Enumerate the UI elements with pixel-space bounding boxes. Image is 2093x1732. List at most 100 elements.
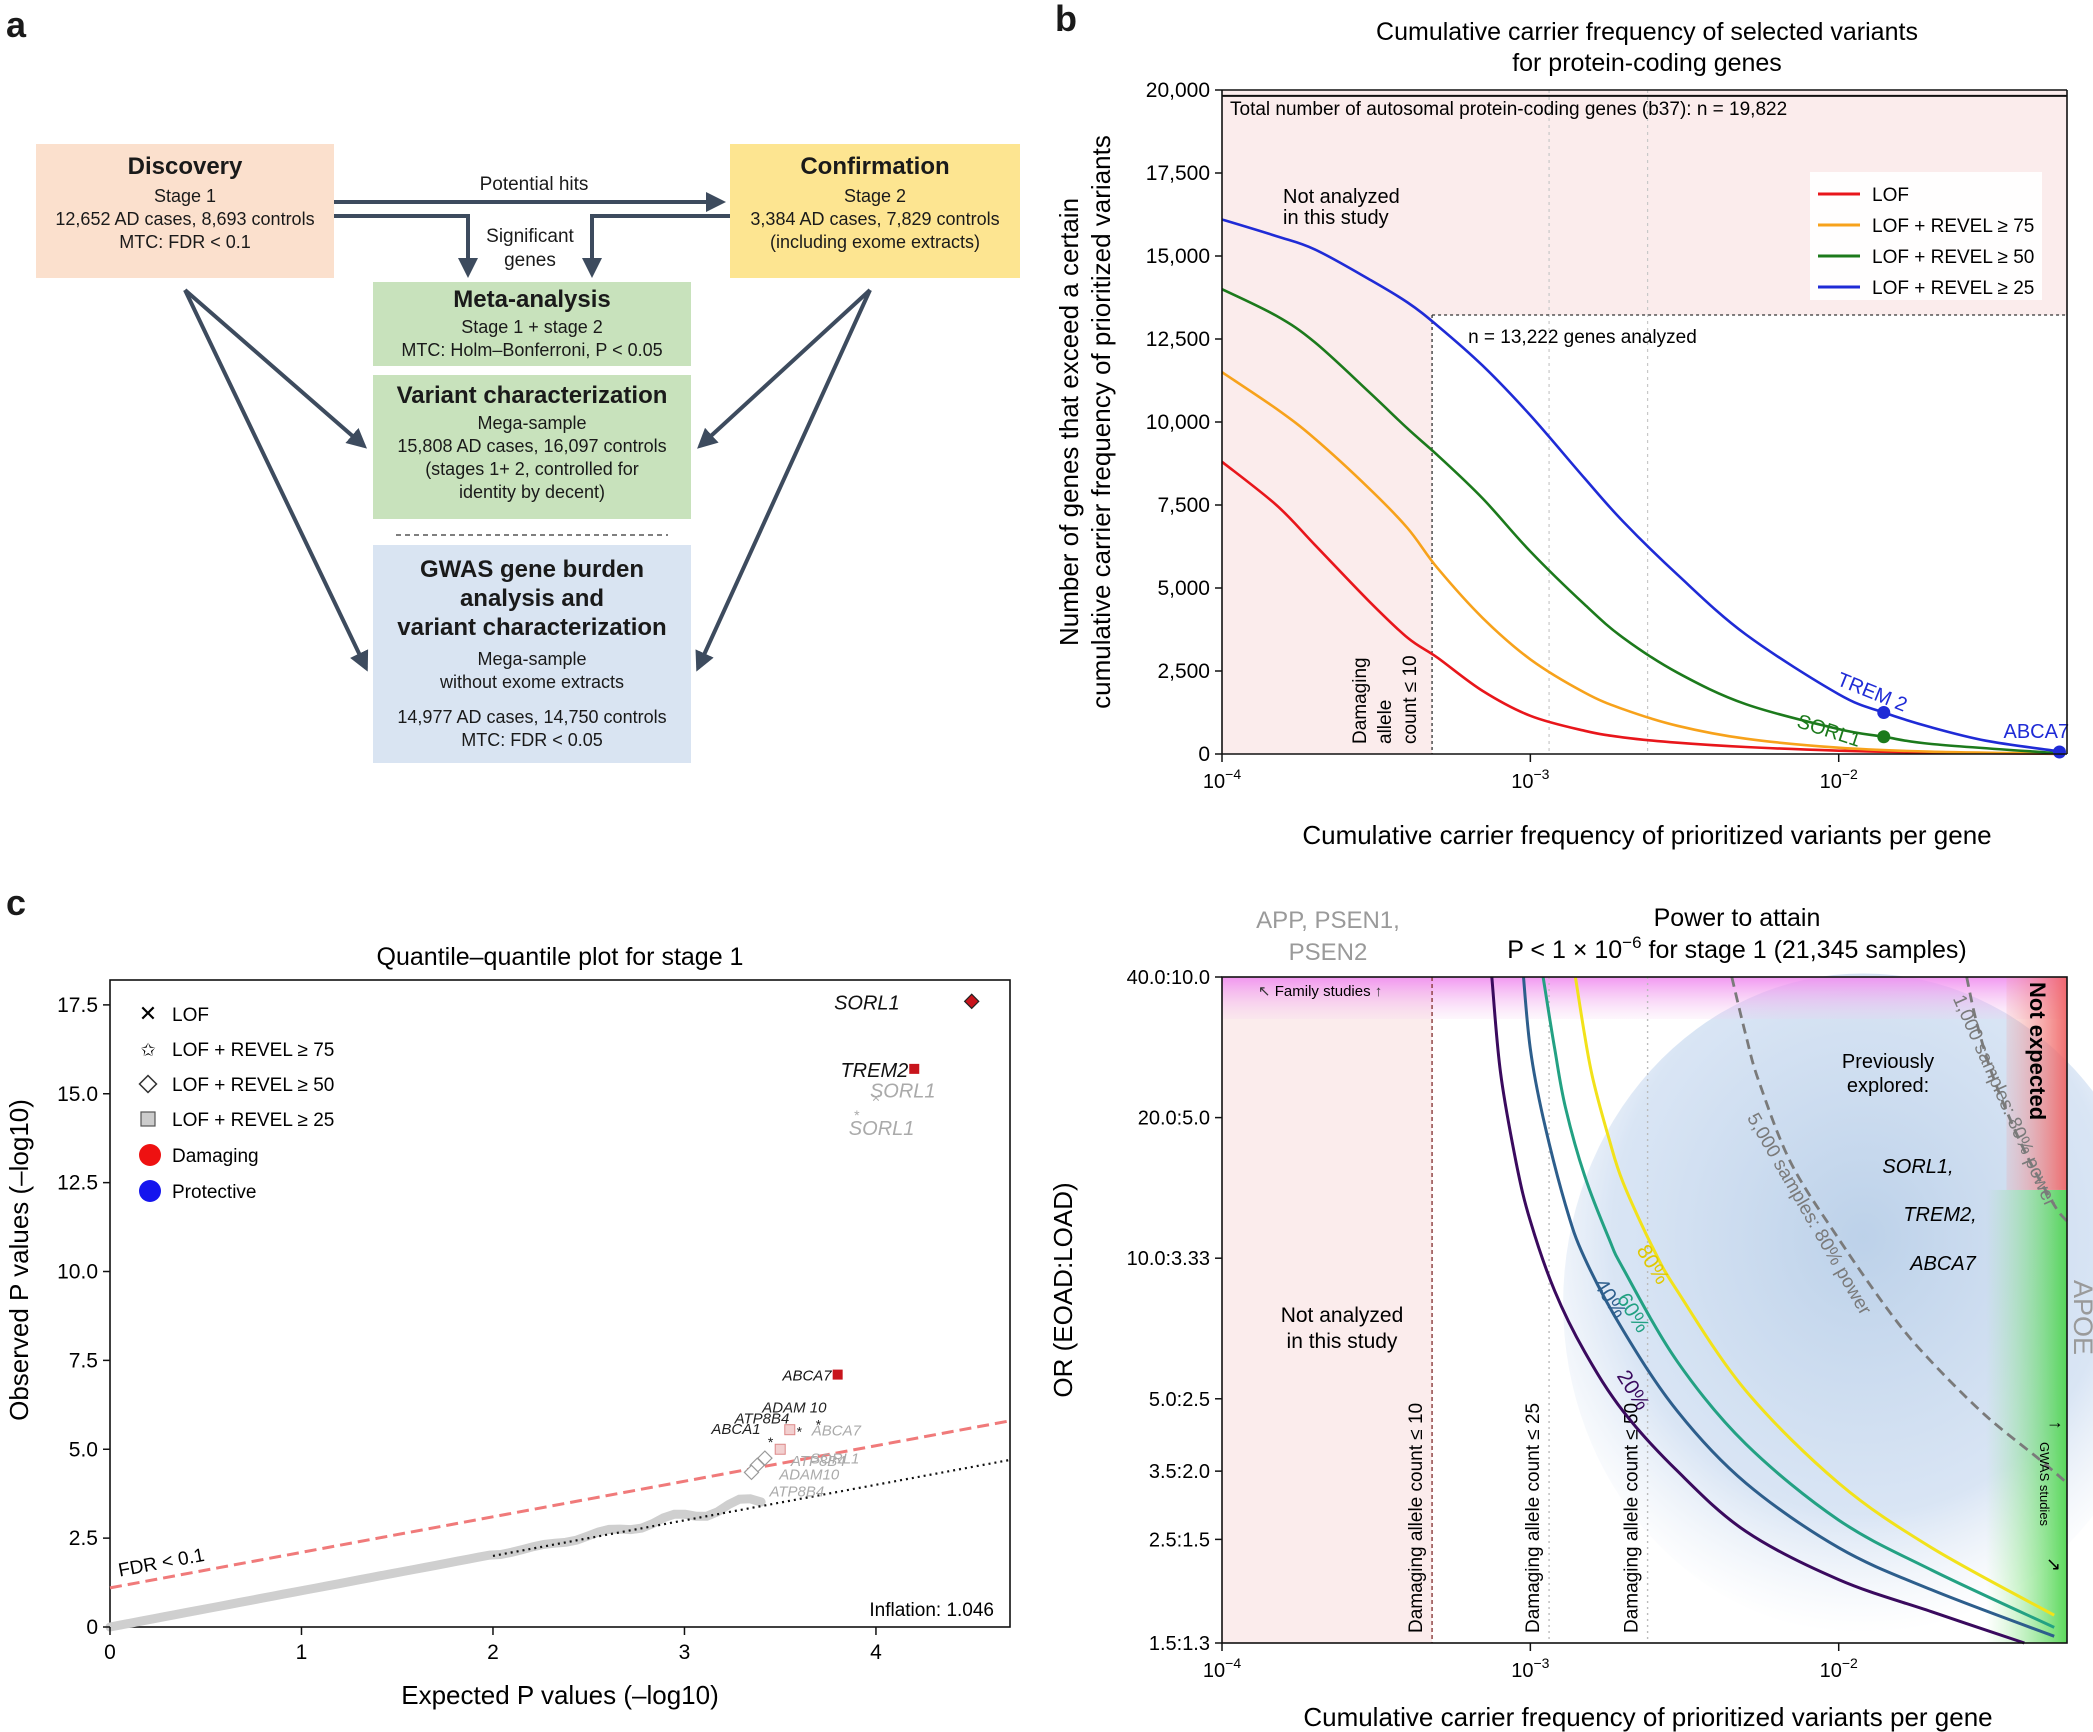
null-line: [492, 1458, 1011, 1557]
panel-letter-c: c: [6, 882, 27, 923]
tick-exponent: −3: [1533, 1655, 1549, 1671]
gene-label: TREM2,: [1903, 1204, 1976, 1226]
y-tick-label: 10,000: [1146, 411, 1210, 434]
inflation-label: Inflation: 1.046: [869, 1600, 994, 1621]
y-tick-label: 0: [1198, 743, 1210, 766]
legend-label: LOF + REVEL ≥ 75: [172, 1040, 334, 1061]
gwas-line: without exome extracts: [439, 672, 625, 692]
chart-b-title: Cumulative carrier frequency of selected…: [1376, 18, 1918, 46]
previously-explored-label: Previously: [1842, 1051, 1934, 1073]
y-tick-label: 40.0:10.0: [1127, 967, 1210, 989]
plot-frame: [1221, 976, 2068, 1644]
significant-genes-label: Significant: [486, 226, 574, 247]
x-tick-label: 10−4: [1203, 1655, 1241, 1682]
x-tick-label: 10−4: [1203, 766, 1241, 793]
chart-b-ylabel: cumulative carrier frequency of prioriti…: [1086, 135, 1116, 709]
tick-base: 10: [1203, 771, 1225, 793]
chart-d-ylabel: OR (EOAD:LOAD): [1048, 1182, 1078, 1397]
legend-label: LOF: [172, 1005, 209, 1026]
point-label: SORL1: [834, 992, 900, 1014]
not-expected-label: Not expected: [2025, 982, 2050, 1120]
legend-label: LOF: [1872, 185, 1909, 206]
confirmation-line: 3,384 AD cases, 7,829 controls: [750, 209, 1000, 229]
legend-marker-damaging: [139, 1144, 161, 1166]
y-tick-label: 15,000: [1146, 245, 1210, 268]
series-line: [1221, 218, 2055, 752]
legend-marker-diamond: [138, 1074, 158, 1094]
variant-characterization-title: Variant characterization: [396, 382, 668, 409]
threshold-label: Damaging allele count ≤ 50: [1622, 1403, 1643, 1633]
y-tick-label: 5,000: [1157, 577, 1210, 600]
arrow-confirmation-variant: [697, 288, 872, 449]
chart-b-legend: LOF LOF + REVEL ≥ 75 LOF + REVEL ≥ 50 LO…: [1810, 172, 2042, 300]
data-point: *: [854, 1107, 860, 1123]
chart-c-ylabel: Observed P values (–log10): [4, 1099, 34, 1421]
tick-exponent: −4: [1225, 766, 1241, 782]
chart-b-ylabel: Number of genes that exceed a certain: [1054, 198, 1084, 646]
gene-point: [1877, 730, 1891, 744]
gwas-title: variant characterization: [397, 614, 667, 641]
plot-frame: [109, 979, 1011, 1628]
fdr-line: [109, 1419, 1011, 1590]
power-curve: [1522, 976, 2055, 1638]
y-tick-label: 10.0: [57, 1261, 98, 1284]
legend-marker-square: [140, 1111, 156, 1127]
gwas-title: GWAS gene burden: [419, 556, 644, 583]
variant-characterization-line: (stages 1+ 2, controlled for: [425, 459, 639, 479]
family-studies-label: ↖ Family studies ↑: [1258, 983, 1382, 1000]
chart-c-title: Quantile–quantile plot for stage 1: [377, 943, 744, 971]
data-point: [963, 993, 980, 1010]
chart-b-title: for protein-coding genes: [1512, 49, 1782, 77]
x-tick-label: 10−2: [1820, 766, 1858, 793]
variant-characterization-line: Mega-sample: [477, 413, 587, 433]
chart-c-xlabel: Expected P values (–log10): [401, 1680, 719, 1710]
y-tick-label: 2.5: [69, 1527, 98, 1550]
legend-label: LOF + REVEL ≥ 75: [1872, 216, 2034, 237]
panel-letter-b: b: [1055, 0, 1077, 39]
gene-label: ABCA7: [2003, 721, 2069, 743]
y-tick-label: 17,500: [1146, 162, 1210, 185]
tick-exponent: −2: [1842, 766, 1858, 782]
y-tick-label: 7,500: [1157, 494, 1210, 517]
legend-label: LOF + REVEL ≥ 25: [1872, 278, 2034, 299]
gwas-line: 14,977 AD cases, 14,750 controls: [397, 707, 667, 727]
family-arrow-icon: ↑: [1371, 983, 1383, 1000]
legend-label: LOF + REVEL ≥ 50: [1872, 247, 2034, 268]
gene-point: [1877, 706, 1891, 719]
discovery-line: MTC: FDR < 0.1: [119, 232, 251, 252]
y-tick-label: 5.0: [69, 1438, 98, 1461]
meta-analysis-box: Meta-analysis Stage 1 + stage 2 MTC: Hol…: [373, 282, 691, 366]
point-label: ADAM10: [778, 1466, 840, 1483]
x-tick-label: 1: [296, 1641, 308, 1664]
discovery-line: Stage 1: [153, 186, 217, 206]
family-studies-region: [1222, 977, 2067, 1019]
not-expected-region: [2006, 977, 2067, 1190]
power-curve: [1490, 976, 2025, 1645]
data-point: [784, 1424, 796, 1436]
y-tick-label: 12,500: [1146, 328, 1210, 351]
gwas-line: Mega-sample: [477, 649, 587, 669]
previously-explored-region: [1563, 973, 2093, 1634]
previously-explored-label: explored:: [1847, 1075, 1929, 1097]
x-tick-label: 2: [487, 1641, 499, 1664]
tick-base: 10: [1820, 771, 1842, 793]
tick-base: 10: [1511, 771, 1533, 793]
data-point: *: [768, 1434, 774, 1450]
title-part: P < 1 × 10: [1507, 936, 1622, 964]
gwas-title: analysis and: [459, 585, 605, 612]
gene-label: SORL1,: [1882, 1156, 1953, 1178]
confirmation-title: Confirmation: [800, 153, 950, 180]
point-label: ABCA1: [710, 1421, 760, 1438]
legend-label: Protective: [172, 1182, 256, 1203]
data-point: *: [797, 1423, 803, 1439]
point-label: ATP8B4: [768, 1483, 824, 1500]
y-tick-label: 3.5:2.0: [1149, 1461, 1210, 1483]
y-tick-label: 20,000: [1146, 79, 1210, 102]
carrier-frequency-chart: Cumulative carrier frequency of selected…: [1054, 18, 2069, 850]
variant-characterization-box: Variant characterization Mega-sample 15,…: [373, 375, 691, 519]
meta-analysis-line: Stage 1 + stage 2: [461, 317, 603, 337]
not-analyzed-label: in this study: [1283, 207, 1389, 229]
data-point: [909, 1063, 920, 1074]
genes-analyzed-label: n = 13,222 genes analyzed: [1468, 327, 1697, 348]
app-psen-label: PSEN2: [1289, 939, 1368, 966]
